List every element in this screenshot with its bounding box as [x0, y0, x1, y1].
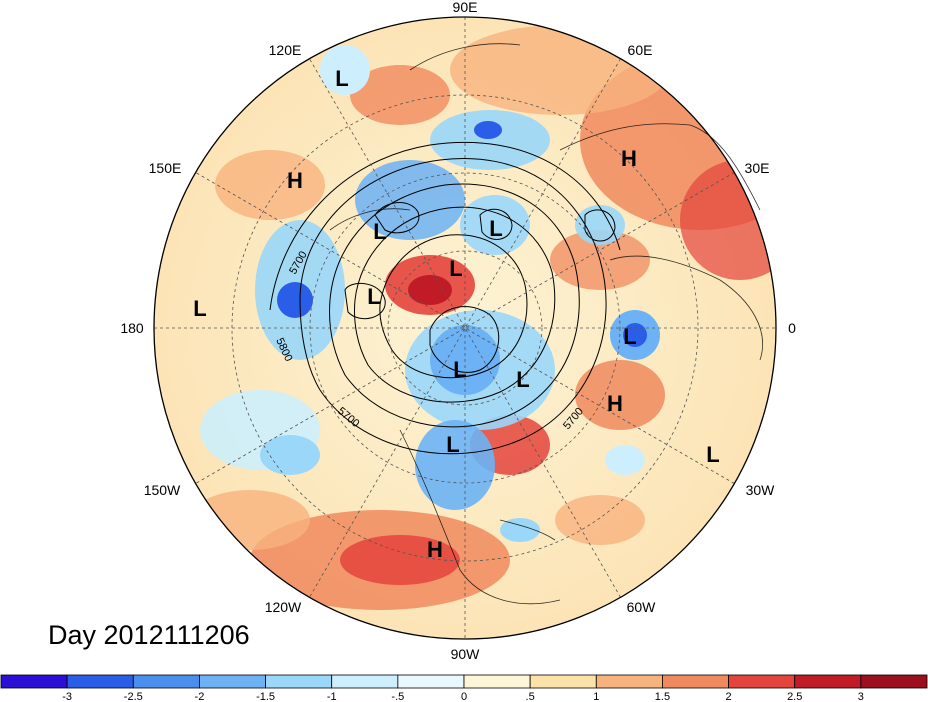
map-border — [153, 16, 777, 640]
colorbar-tick-label: 1.5 — [655, 691, 670, 702]
colorbar-swatch — [0, 674, 68, 689]
colorbar-swatch — [662, 674, 729, 689]
lon-label-90w: 90W — [451, 646, 481, 662]
colorbar-tick-label: 3 — [858, 691, 864, 702]
lon-label-120w: 120W — [265, 599, 302, 615]
colorbar-tick-label: -2 — [195, 691, 205, 702]
colorbar-tick-label: 2.5 — [787, 691, 802, 702]
colorbar-swatch — [132, 674, 200, 689]
coastlines — [329, 43, 763, 605]
colorbar-tick-label: -3 — [62, 691, 72, 702]
low-pressure-center: L — [453, 357, 466, 382]
colorbar-tick-label: .5 — [526, 691, 535, 702]
lon-label-30w: 30W — [746, 482, 776, 498]
pressure-centers: L H H L L L L L L L L L H L L H — [193, 66, 719, 562]
low-pressure-center: L — [373, 219, 386, 244]
colorbar-swatch — [397, 674, 465, 689]
graticule — [154, 17, 776, 639]
colorbar-swatch — [794, 674, 862, 689]
colorbar-swatch — [331, 674, 399, 689]
colorbar-swatch — [265, 674, 333, 689]
colorbar-swatches — [0, 674, 928, 689]
high-pressure-center: H — [427, 537, 443, 562]
colorbar: -3 -2.5 -2 -1.5 -1 -.5 0 .5 1 1.5 2 2.5 3 — [0, 674, 928, 702]
colorbar-swatch — [595, 674, 663, 689]
lon-label-60w: 60W — [627, 599, 657, 615]
colorbar-swatch — [463, 674, 531, 689]
low-pressure-center: L — [489, 216, 502, 241]
high-pressure-center: H — [287, 168, 303, 193]
low-pressure-center: L — [623, 324, 636, 349]
lon-label-150w: 150W — [144, 482, 181, 498]
colorbar-swatch — [728, 674, 796, 689]
colorbar-tick-label: -1 — [327, 691, 337, 702]
low-pressure-center: L — [367, 284, 380, 309]
colorbar-tick-label: 1 — [593, 691, 599, 702]
colorbar-swatch — [66, 674, 134, 689]
lon-label-180: 180 — [120, 320, 144, 336]
colorbar-labels: -3 -2.5 -2 -1.5 -1 -.5 0 .5 1 1.5 2 2.5 3 — [62, 691, 864, 702]
colorbar-swatch — [199, 674, 266, 689]
low-pressure-center: L — [516, 367, 529, 392]
lon-label-150e: 150E — [149, 160, 182, 176]
colorbar-swatch — [529, 674, 597, 689]
high-pressure-center: H — [621, 146, 637, 171]
polar-map: 90E 60E 30E 0 30W 60W 90W 120W 150W 180 … — [120, 0, 796, 662]
lon-label-60e: 60E — [628, 42, 653, 58]
low-pressure-center: L — [449, 256, 462, 281]
longitude-labels: 90E 60E 30E 0 30W 60W 90W 120W 150W 180 … — [120, 0, 796, 662]
low-pressure-center: L — [446, 432, 459, 457]
low-pressure-center: L — [193, 296, 206, 321]
colorbar-tick-label: 0 — [461, 691, 467, 702]
date-label: Day 2012111206 — [48, 620, 250, 650]
low-pressure-center: L — [335, 66, 348, 91]
colorbar-tick-label: -1.5 — [256, 691, 275, 702]
lon-label-30e: 30E — [745, 160, 770, 176]
colorbar-swatch — [860, 674, 928, 689]
colorbar-tick-label: 2 — [726, 691, 732, 702]
lon-label-90e: 90E — [453, 0, 478, 15]
colorbar-tick-label: -.5 — [391, 691, 404, 702]
colorbar-tick-label: -2.5 — [124, 691, 143, 702]
height-contours — [269, 141, 621, 455]
high-pressure-center: H — [607, 391, 623, 416]
lon-label-120e: 120E — [269, 42, 302, 58]
low-pressure-center: L — [706, 442, 719, 467]
lon-label-0: 0 — [788, 320, 796, 336]
